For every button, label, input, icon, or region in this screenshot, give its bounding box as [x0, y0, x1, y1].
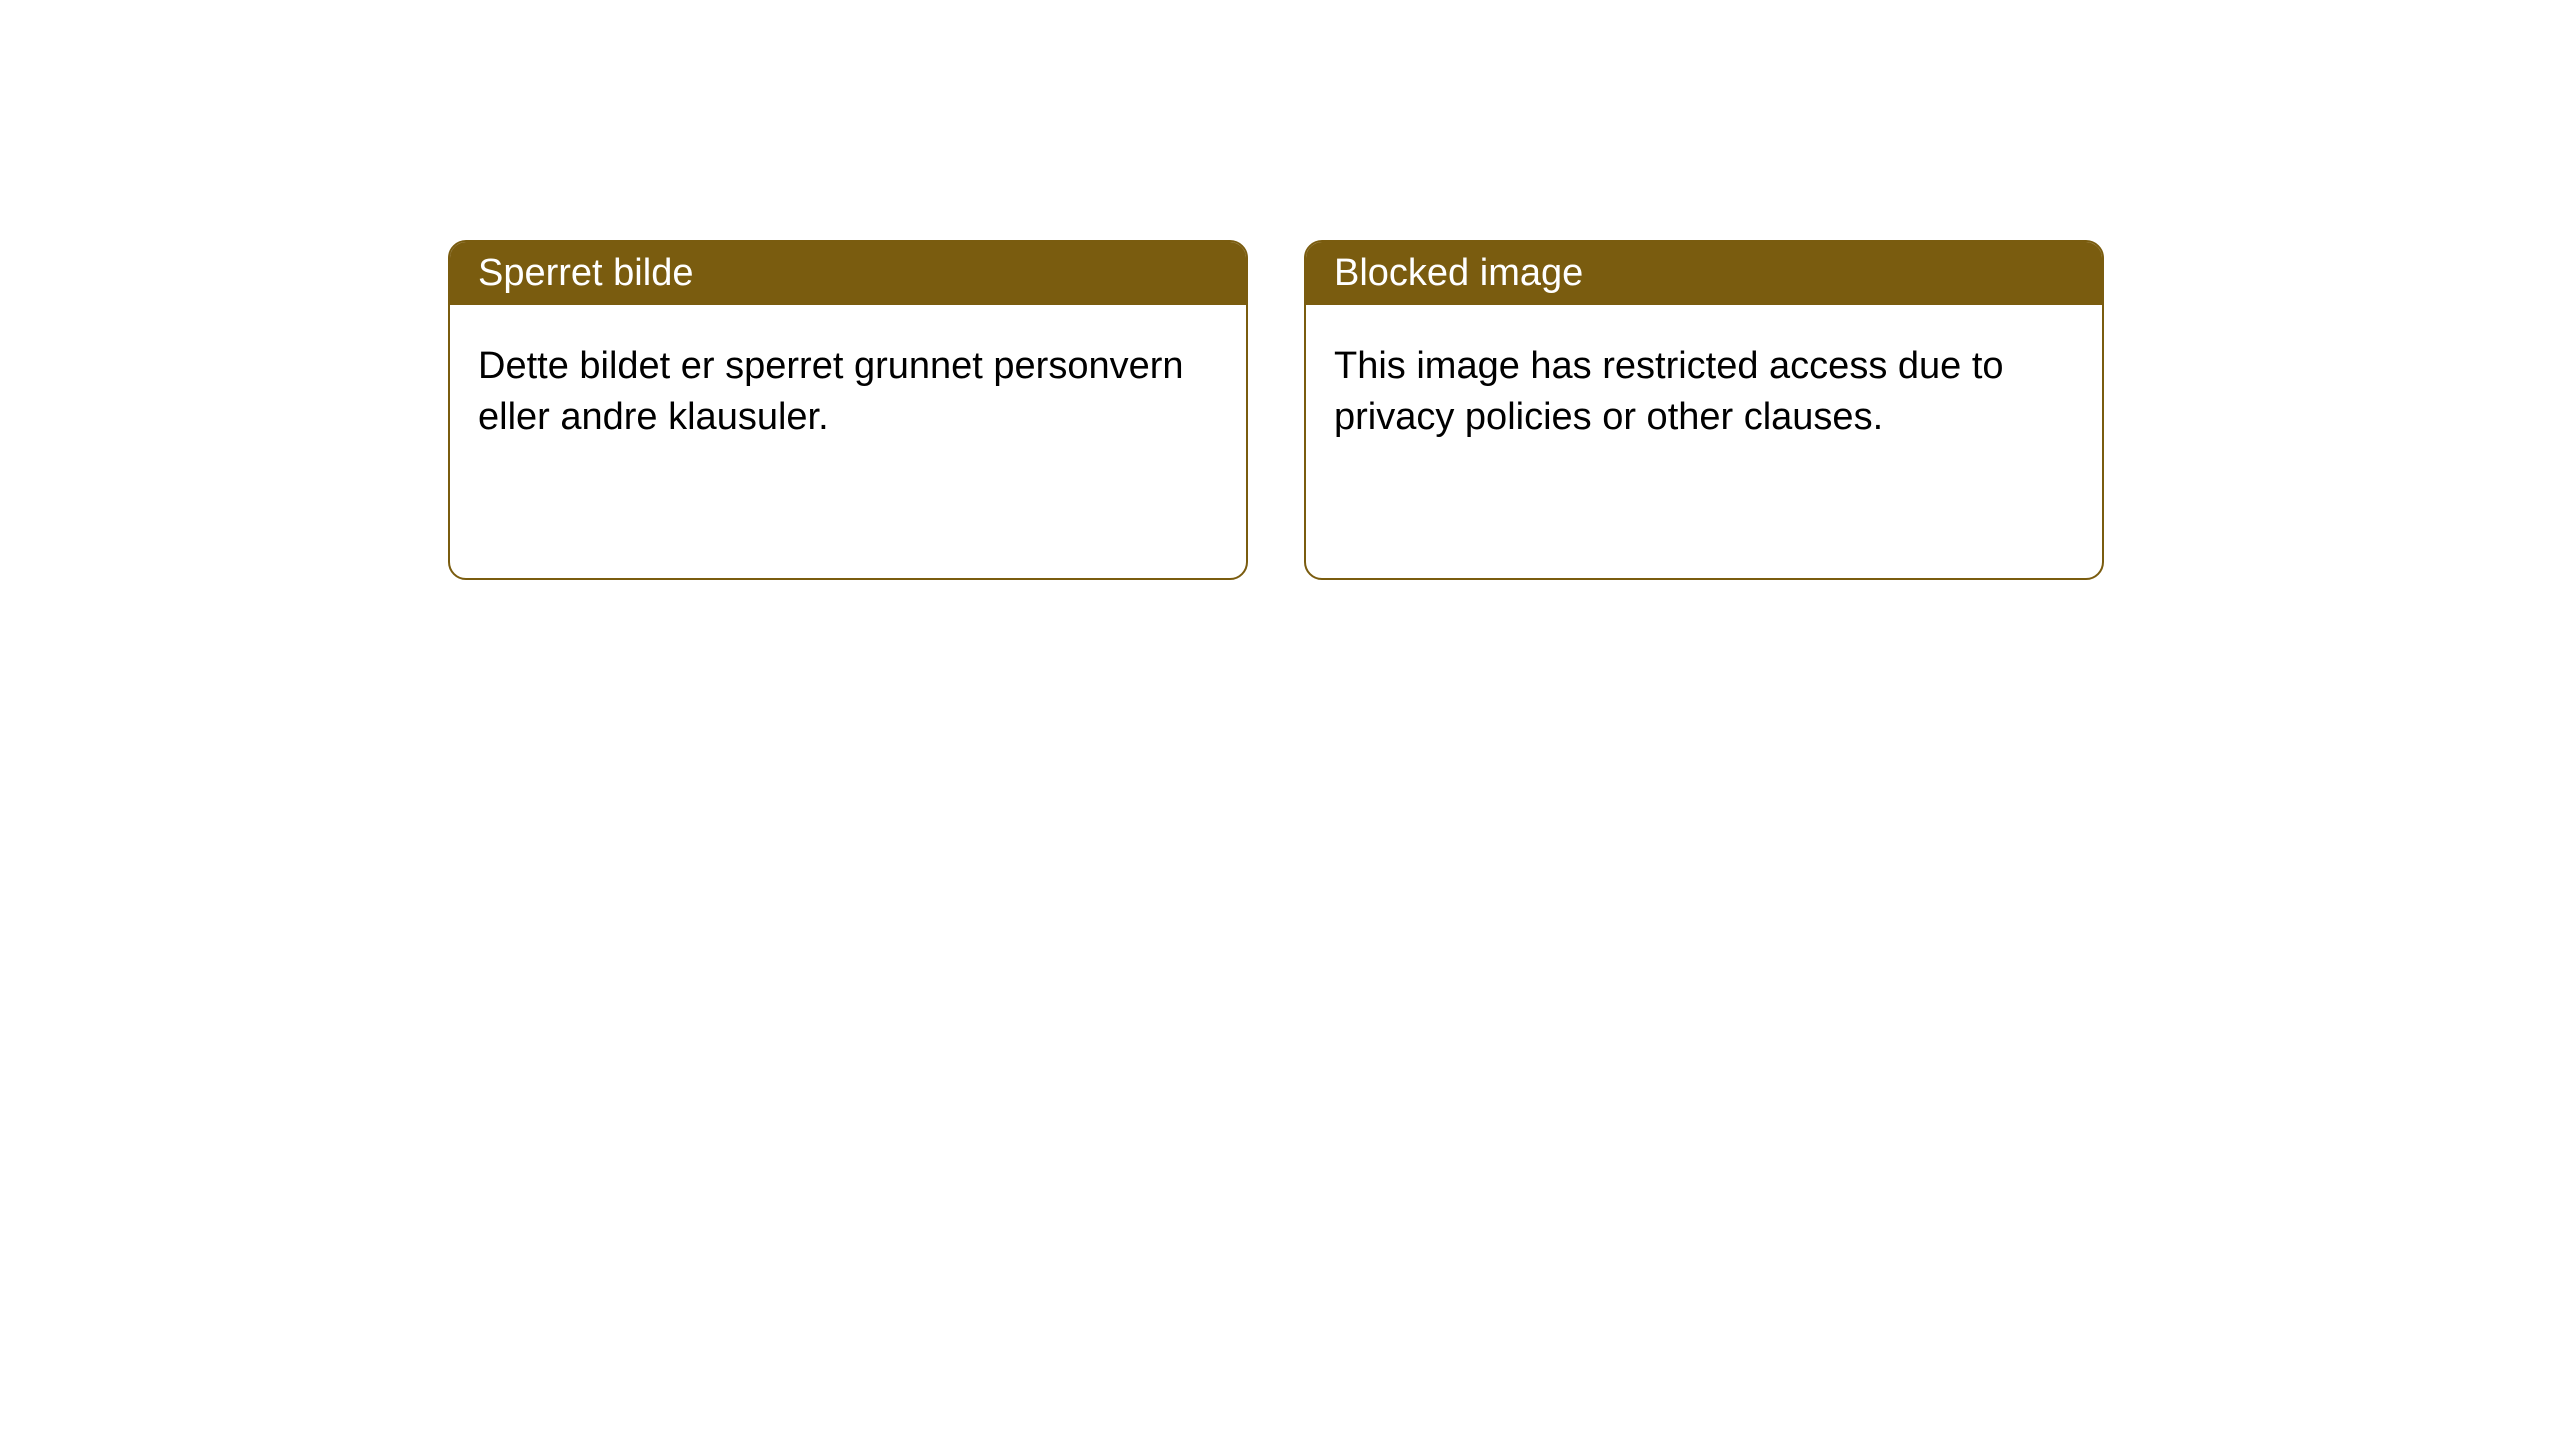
card-english: Blocked image This image has restricted …	[1304, 240, 2104, 580]
card-body-norwegian: Dette bildet er sperret grunnet personve…	[450, 305, 1246, 480]
card-norwegian: Sperret bilde Dette bildet er sperret gr…	[448, 240, 1248, 580]
cards-container: Sperret bilde Dette bildet er sperret gr…	[0, 0, 2560, 580]
card-header-english: Blocked image	[1306, 242, 2102, 305]
card-header-norwegian: Sperret bilde	[450, 242, 1246, 305]
card-message-norwegian: Dette bildet er sperret grunnet personve…	[478, 345, 1184, 438]
card-title-norwegian: Sperret bilde	[478, 252, 693, 294]
card-title-english: Blocked image	[1334, 252, 1583, 294]
card-body-english: This image has restricted access due to …	[1306, 305, 2102, 480]
card-message-english: This image has restricted access due to …	[1334, 345, 2004, 438]
